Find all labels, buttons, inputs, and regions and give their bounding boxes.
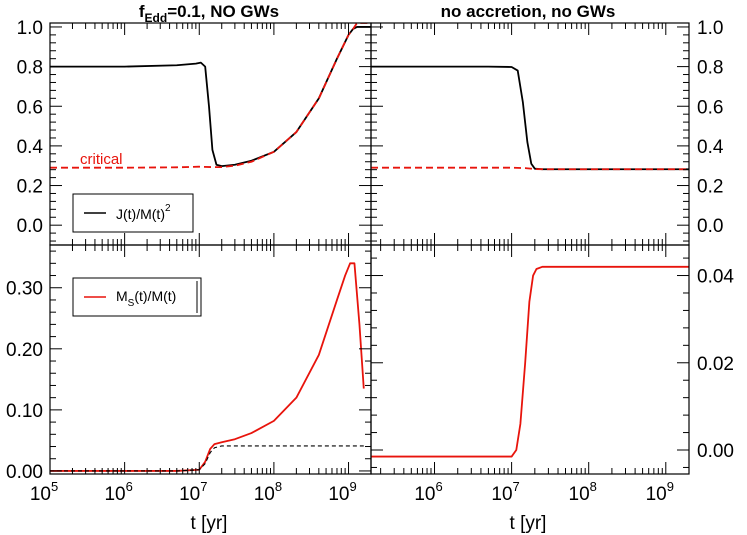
panel-top-right: 0.0 0.2 0.4 0.6 0.8 1.0 (370, 18, 724, 246)
legend-label-ms: MS(t)/M(t) (116, 288, 176, 309)
panel-bottom-left: 0.00 0.10 0.20 0.30 105 106 107 108 109 (6, 244, 372, 505)
title-top-left: fEdd=0.1, NO GWs (139, 2, 279, 25)
y-tick-label: 0.8 (17, 58, 43, 79)
series-line-0 (371, 265, 689, 458)
y-tick-label: 0.10 (6, 401, 43, 422)
y-tick-label: 0.30 (6, 279, 43, 300)
y-tick-label: 0.6 (697, 97, 723, 118)
xlabel-left: t [yr] (191, 513, 228, 534)
panel-top-left: 0.0 0.2 0.4 0.6 0.8 1.0 (17, 18, 372, 246)
x-tick-label: 108 (254, 479, 282, 505)
y-tick-label: 0.02 (697, 354, 734, 375)
legend-label-j: J(t)/M(t)2 (116, 203, 171, 222)
y-tick-label: 1.0 (17, 18, 43, 39)
series-line-1 (371, 166, 689, 171)
y-tick-label: 1.0 (697, 18, 723, 39)
series-line-0 (50, 26, 371, 168)
y-tick-label: 0.2 (697, 177, 723, 198)
y-tick-label: 0.4 (697, 137, 724, 158)
y-tick-label: 0.8 (697, 58, 723, 79)
series-group (50, 23, 371, 169)
x-tick-label: 107 (491, 479, 519, 505)
y-tick-label: 0.00 (6, 462, 43, 483)
x-tick-label: 105 (30, 479, 58, 505)
series-line-1 (50, 445, 364, 472)
critical-annotation: critical (80, 151, 123, 168)
title-top-right: no accretion, no GWs (441, 2, 616, 21)
panel-bottom-right: 0.00 0.02 0.04 106 107 108 109 (370, 244, 734, 505)
series-line-1 (50, 23, 371, 169)
xlabel-right: t [yr] (510, 513, 547, 534)
y-tick-label: 0.00 (697, 441, 734, 462)
legend-box (72, 193, 194, 233)
legend-top-left: J(t)/M(t)2 (72, 193, 194, 233)
x-tick-label: 109 (646, 479, 674, 505)
plot-frame (370, 244, 690, 475)
series-group (371, 65, 689, 171)
y-tick-label: 0.6 (17, 97, 43, 118)
series-group (371, 265, 689, 458)
y-tick-label: 0.2 (17, 177, 43, 198)
series-line-0 (371, 65, 689, 171)
y-tick-label: 0.0 (17, 216, 43, 237)
x-tick-label: 106 (104, 479, 132, 505)
legend-bottom-left: MS(t)/M(t) (72, 277, 202, 317)
x-tick-label: 109 (328, 479, 356, 505)
y-tick-label: 0.4 (17, 137, 44, 158)
x-tick-label: 108 (569, 479, 597, 505)
x-tick-label: 106 (414, 479, 442, 505)
y-tick-label: 0.04 (697, 267, 734, 288)
plot-frame (370, 22, 690, 246)
x-tick-label: 107 (179, 479, 207, 505)
y-tick-label: 0.0 (697, 216, 723, 237)
y-tick-label: 0.20 (6, 340, 43, 361)
plot-layer: 0.0 0.2 0.4 0.6 0.8 1.0 0.0 0.2 0.4 0.6 0.8 1.0 0.00… (6, 18, 734, 505)
